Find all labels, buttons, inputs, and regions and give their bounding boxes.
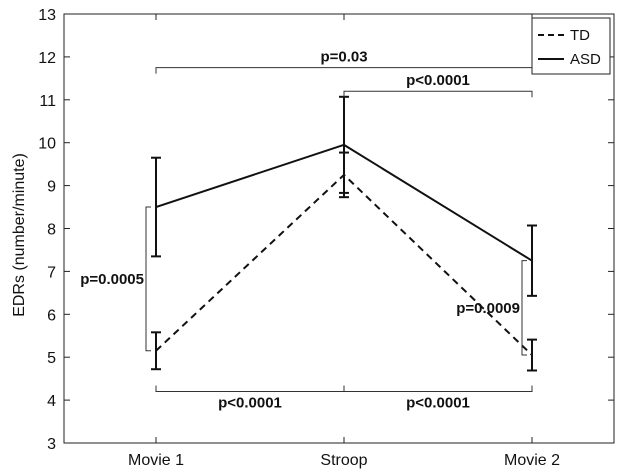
y-tick-label: 12 (38, 50, 56, 67)
series-layer (151, 95, 537, 372)
y-tick-label: 6 (47, 307, 56, 324)
annotations-layer: p=0.03 p<0.0001 p<0.0001 p<0.0001 p=0.0005 p=… (80, 49, 533, 412)
y-tick-label: 8 (47, 222, 56, 239)
y-tick-label: 7 (47, 264, 56, 281)
x-tick-label: Movie 1 (128, 452, 184, 469)
error-bar-td (151, 331, 161, 371)
y-tick-label: 10 (38, 136, 56, 153)
legend-label-td: TD (570, 27, 590, 44)
error-bar-td (527, 338, 537, 372)
series-line-td (155, 173, 533, 356)
p-value-label: p=0.0009 (456, 300, 520, 317)
p-value-label: p<0.0001 (406, 72, 470, 89)
tick-marks: 3 4 5 6 7 8 9 10 11 12 13 Movie 1 Stroop Movie 2 (38, 7, 614, 469)
significance-annotation: p=0.0009 (456, 260, 527, 356)
significance-annotation: p<0.0001 (343, 72, 533, 98)
significance-annotation: p=0.03 (155, 49, 533, 74)
p-value-label: p<0.0001 (406, 395, 470, 412)
p-value-label: p=0.0005 (80, 271, 144, 288)
legend: TD ASD (531, 17, 611, 75)
y-tick-label: 5 (47, 350, 56, 367)
legend-box (531, 17, 611, 75)
significance-annotation: p<0.0001 (343, 385, 533, 412)
error-bar-asd (527, 224, 537, 297)
x-tick-label: Stroop (320, 452, 367, 469)
significance-annotation: p=0.0005 (80, 206, 151, 352)
y-tick-label: 9 (47, 179, 56, 196)
y-tick-label: 4 (47, 393, 56, 410)
significance-annotation: p<0.0001 (155, 385, 345, 412)
y-tick-label: 13 (38, 7, 56, 24)
p-value-label: p<0.0001 (218, 395, 282, 412)
legend-label-asd: ASD (570, 51, 601, 68)
error-bar-asd (151, 156, 161, 258)
y-tick-label: 11 (39, 93, 56, 110)
x-tick-label: Movie 2 (504, 452, 560, 469)
y-axis-label: EDRs (number/minute) (11, 153, 28, 317)
y-tick-label: 3 (47, 436, 56, 453)
p-value-label: p=0.03 (320, 49, 367, 66)
